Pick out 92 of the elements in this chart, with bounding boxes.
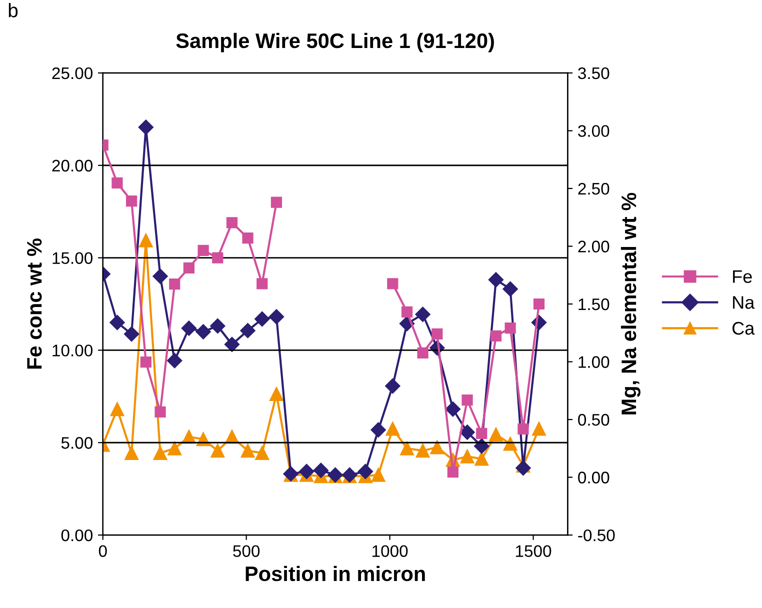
point — [430, 440, 444, 454]
point — [212, 252, 224, 264]
point — [532, 422, 546, 436]
x-axis-title: Position in micron — [246, 566, 425, 582]
point — [242, 232, 254, 244]
point — [270, 387, 284, 402]
point — [370, 422, 386, 438]
y-axis-title: Fe conc wt % — [27, 238, 42, 369]
point — [254, 311, 270, 327]
point — [224, 336, 240, 352]
y2-tick-label: 0.50 — [578, 414, 610, 426]
point — [489, 428, 503, 442]
y2-tick-label: 1.00 — [578, 356, 610, 368]
point — [138, 234, 153, 248]
point — [210, 318, 226, 334]
point — [126, 195, 138, 207]
point — [490, 330, 502, 342]
y-tick-label: 15.00 — [52, 252, 92, 264]
point — [358, 464, 373, 480]
point — [488, 272, 504, 288]
point — [256, 278, 268, 290]
y-tick-label: 5.00 — [61, 437, 92, 449]
point — [474, 438, 490, 454]
point — [416, 444, 430, 458]
y2-tick-label: 2.50 — [578, 182, 610, 195]
y-tick-label: 0.00 — [61, 529, 92, 542]
chart-title: Sample Wire 50C Line 1 (91-120) — [176, 32, 494, 52]
point — [226, 217, 238, 228]
point — [401, 306, 413, 318]
legend-label: Ca — [732, 322, 755, 335]
y2-tick-label: -0.50 — [578, 529, 615, 542]
y2-axis-title: Mg, Na elemental wt % — [620, 192, 640, 414]
point — [255, 446, 270, 460]
point — [415, 306, 430, 322]
point — [518, 423, 529, 434]
point — [386, 422, 400, 436]
point — [183, 262, 195, 274]
point — [417, 347, 428, 359]
point — [502, 281, 518, 297]
point — [110, 402, 124, 416]
y2-tick-label: 3.50 — [578, 67, 610, 80]
point — [270, 196, 282, 208]
point — [169, 278, 180, 290]
point — [154, 406, 166, 418]
y2-tick-label: 0.00 — [578, 472, 610, 484]
point — [460, 450, 474, 464]
text: b — [8, 3, 18, 18]
point — [153, 446, 168, 460]
point — [445, 402, 460, 417]
x-tick-label: 1500 — [516, 545, 552, 558]
point — [387, 278, 398, 290]
point — [447, 466, 458, 478]
point — [140, 356, 152, 368]
point — [167, 353, 182, 368]
y-tick-label: 25.00 — [52, 67, 92, 80]
point — [138, 120, 154, 135]
point — [210, 444, 225, 458]
y2-tick-label: 2.00 — [578, 240, 610, 252]
point — [152, 268, 168, 284]
point — [198, 244, 209, 256]
y-tick-label: 20.00 — [52, 160, 92, 172]
point — [400, 441, 414, 456]
point — [299, 464, 314, 480]
point — [432, 328, 443, 340]
point — [110, 314, 125, 330]
point — [385, 378, 400, 394]
legend-label: Fe — [733, 270, 752, 283]
point — [474, 452, 489, 466]
x-tick-label: 0 — [98, 545, 107, 558]
point — [181, 320, 197, 336]
point — [124, 446, 139, 460]
y-tick-label: 10.00 — [52, 344, 92, 356]
point — [516, 460, 531, 476]
x-tick-label: 500 — [233, 545, 260, 558]
legend-label: Na — [733, 296, 755, 309]
point — [240, 444, 255, 458]
point — [196, 324, 211, 340]
point — [313, 462, 329, 478]
x-tick-label: 1000 — [372, 545, 408, 558]
point — [124, 326, 140, 342]
point — [240, 323, 256, 338]
point — [476, 428, 488, 439]
y2-tick-label: 1.50 — [578, 298, 610, 310]
point — [504, 322, 516, 334]
point — [460, 424, 475, 440]
point — [371, 468, 386, 482]
point — [462, 394, 473, 406]
point — [112, 177, 123, 188]
point — [168, 441, 182, 456]
point — [268, 309, 284, 324]
y2-tick-label: 3.00 — [578, 125, 610, 137]
point — [533, 298, 545, 310]
